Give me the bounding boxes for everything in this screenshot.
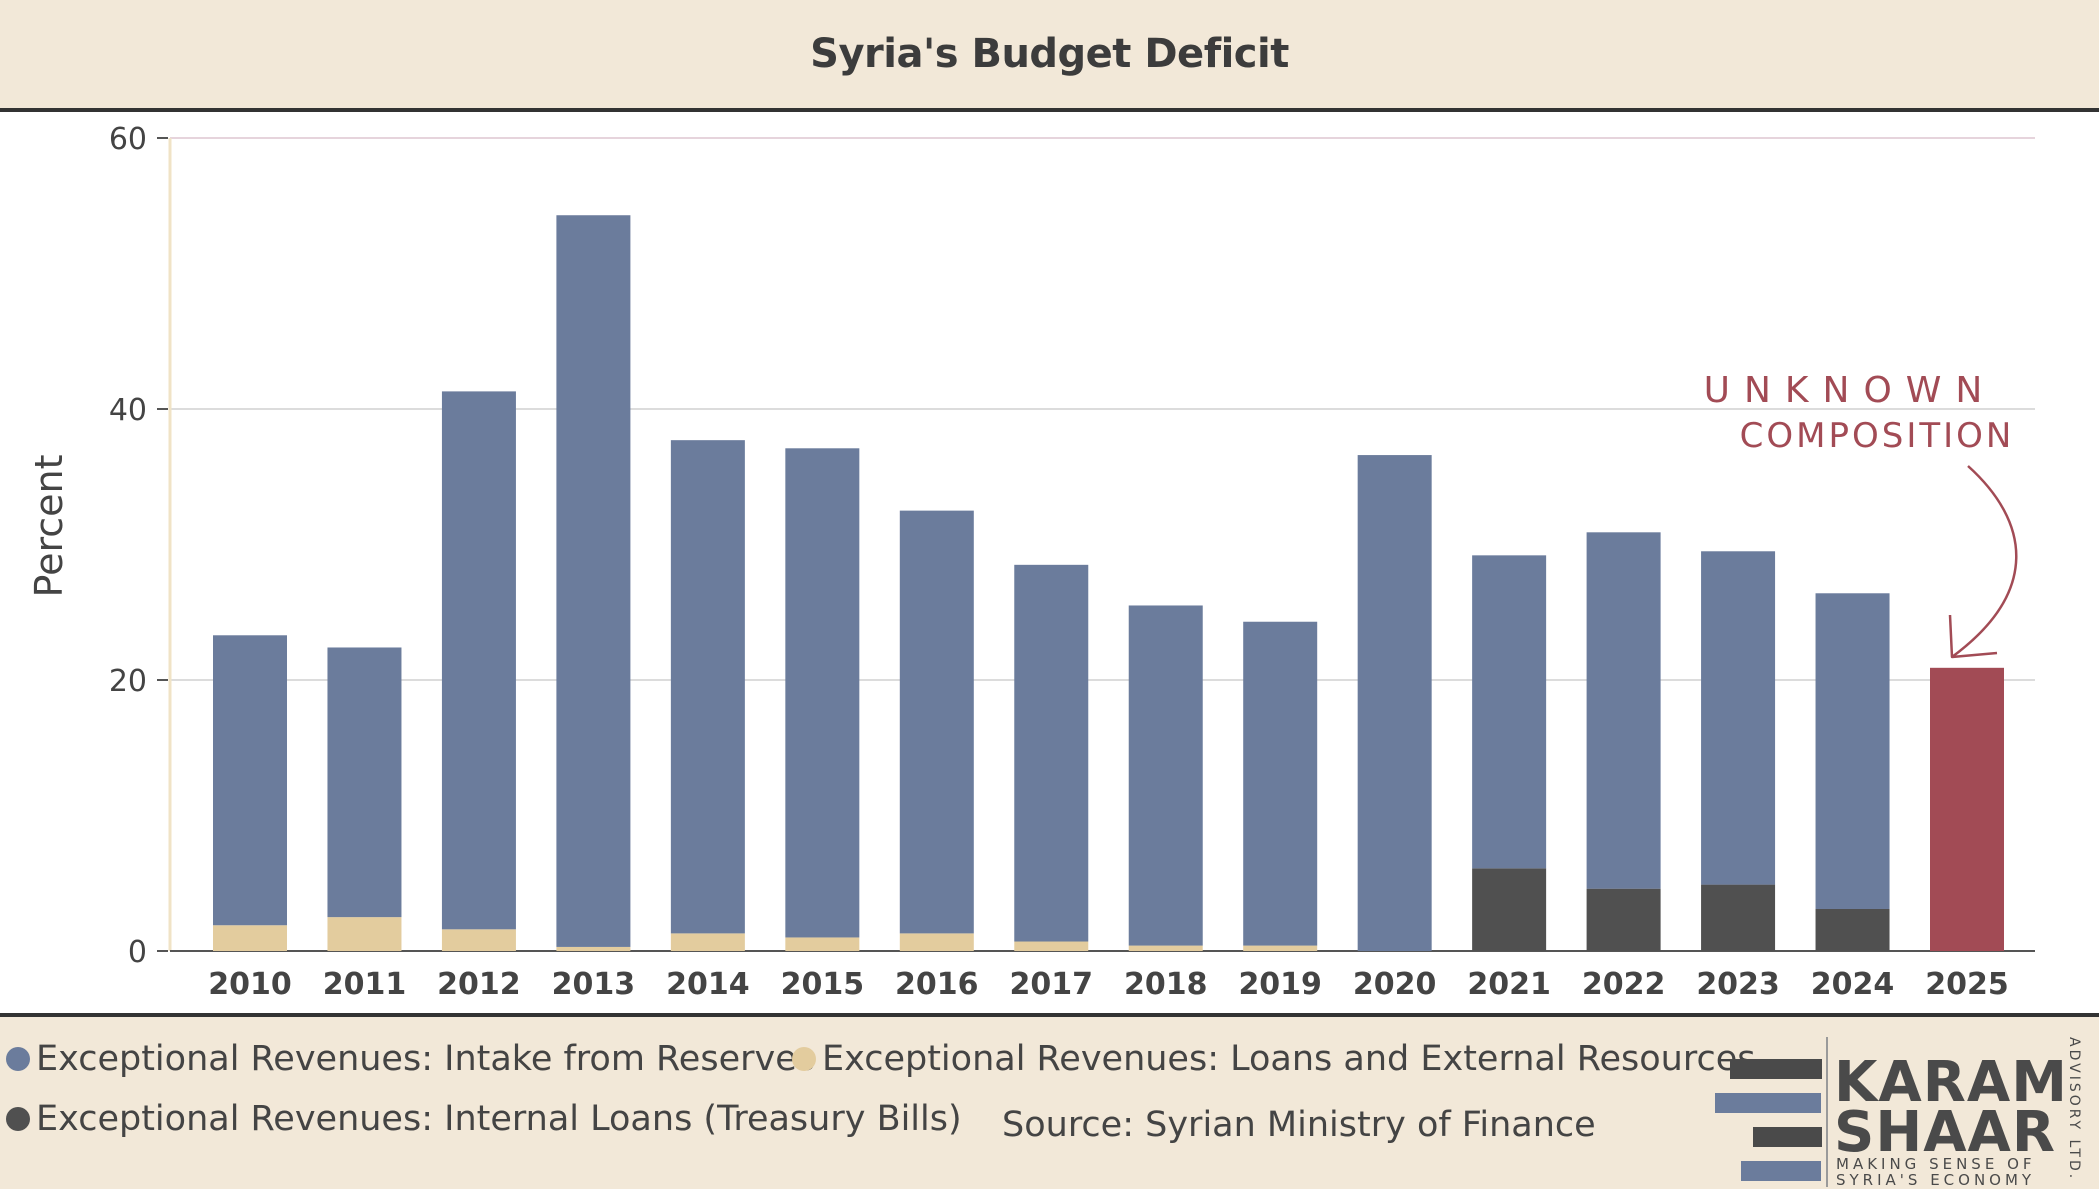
bar-2015-series-1 — [785, 937, 860, 951]
bar-2021-series-2 — [1472, 555, 1547, 869]
legend-swatch-internal-loans — [6, 1107, 30, 1131]
legend-item-internal-loans: Exceptional Revenues: Internal Loans (Tr… — [6, 1099, 962, 1139]
bar-2011-series-1 — [327, 917, 402, 951]
x-tick-label-2023: 2023 — [1696, 967, 1780, 1002]
bar-2025-series-3 — [1930, 667, 2004, 951]
y-tick-label-20: 20 — [109, 664, 147, 699]
bar-2017-series-2 — [1014, 564, 1089, 942]
bar-2010-series-1 — [213, 925, 287, 951]
logo-bar-2 — [1715, 1093, 1821, 1113]
logo-word-karam: KARAM — [1834, 1050, 2068, 1115]
chart-title: Syria's Budget Deficit — [810, 31, 1289, 77]
bar-2023-series-2 — [1701, 551, 1776, 885]
annotation-line-1: UNKNOWN — [1704, 370, 1997, 411]
y-tick-label-40: 40 — [109, 393, 147, 428]
bar-2019-series-1 — [1243, 945, 1318, 951]
x-tick-label-2019: 2019 — [1238, 967, 1322, 1002]
x-tick-label-2013: 2013 — [552, 967, 636, 1002]
karam-shaar-logo: KARAM SHAAR MAKING SENSE OF SYRIA'S ECON… — [1712, 1037, 2092, 1188]
plot-area: 0 20 40 60 Percent 2010 2011 2012 2013 2014 2015 20… — [0, 112, 2099, 1017]
bar-2010-series-2 — [213, 635, 287, 926]
x-tick-label-2021: 2021 — [1467, 967, 1551, 1002]
legend-item-external-loans: Exceptional Revenues: Loans and External… — [792, 1039, 1755, 1079]
legend-swatch-reserves — [6, 1047, 30, 1071]
chart-footer: Exceptional Revenues: Intake from Reserv… — [0, 1017, 2099, 1188]
bar-2013-series-1 — [556, 946, 631, 951]
bar-2024-series-2 — [1815, 593, 1890, 909]
bar-2018-series-1 — [1128, 945, 1203, 951]
bar-2019-series-2 — [1243, 621, 1318, 946]
x-tick-label-2016: 2016 — [895, 967, 979, 1002]
x-tick-label-2025: 2025 — [1925, 967, 2009, 1002]
source-note: Source: Syrian Ministry of Finance — [1002, 1105, 1596, 1145]
x-tick-label-2010: 2010 — [208, 967, 292, 1002]
bar-2022-series-0 — [1586, 888, 1661, 951]
bar-2015-series-2 — [785, 448, 860, 938]
logo-word-shaar: SHAAR — [1834, 1100, 2056, 1165]
bar-2012-series-1 — [441, 929, 516, 951]
legend-swatch-external-loans — [792, 1047, 816, 1071]
bar-2011-series-2 — [327, 647, 402, 918]
legend-label-internal-loans: Exceptional Revenues: Internal Loans (Tr… — [36, 1099, 962, 1139]
bar-2024-series-0 — [1815, 908, 1890, 951]
bar-2014-series-2 — [670, 440, 745, 934]
x-tick-label-2024: 2024 — [1811, 967, 1895, 1002]
annotation-line-2: COMPOSITION — [1740, 416, 2015, 456]
x-tick-label-2017: 2017 — [1010, 967, 1094, 1002]
bar-2020-series-2 — [1357, 455, 1432, 951]
logo-bar-4 — [1741, 1161, 1821, 1181]
x-tick-label-2012: 2012 — [437, 967, 521, 1002]
annotation-arrow-head — [1948, 614, 1998, 659]
bar-2013-series-2 — [556, 215, 631, 947]
bar-2016-series-1 — [899, 933, 974, 951]
bar-2014-series-1 — [670, 933, 745, 951]
legend-item-reserves: Exceptional Revenues: Intake from Reserv… — [6, 1039, 815, 1079]
bar-chart: 0 20 40 60 Percent 2010 2011 2012 2013 2014 2015 20… — [27, 122, 2035, 1002]
bar-2017-series-1 — [1014, 941, 1089, 951]
logo-divider — [1826, 1037, 1828, 1187]
x-tick-label-2014: 2014 — [666, 967, 750, 1002]
logo-bar-1 — [1730, 1059, 1822, 1079]
x-tick-label-2011: 2011 — [323, 967, 407, 1002]
chart-header: Syria's Budget Deficit — [0, 0, 2099, 112]
x-tick-label-2020: 2020 — [1353, 967, 1437, 1002]
logo-bar-3 — [1753, 1127, 1822, 1147]
x-tick-label-2018: 2018 — [1124, 967, 1208, 1002]
bar-2021-series-0 — [1472, 868, 1547, 951]
annotation-arrow-shaft — [1951, 465, 2018, 659]
x-tick-label-2022: 2022 — [1582, 967, 1666, 1002]
logo-tagline-1: MAKING SENSE OF — [1836, 1155, 2036, 1173]
bar-2018-series-2 — [1128, 605, 1203, 946]
bar-2012-series-2 — [441, 391, 516, 930]
y-tick-label-60: 60 — [109, 122, 147, 157]
legend-label-reserves: Exceptional Revenues: Intake from Reserv… — [36, 1039, 815, 1079]
x-tick-label-2015: 2015 — [781, 967, 865, 1002]
legend-label-external-loans: Exceptional Revenues: Loans and External… — [822, 1039, 1756, 1079]
y-tick-label-0: 0 — [128, 935, 147, 970]
bar-2023-series-0 — [1701, 884, 1776, 951]
y-axis-label: Percent — [27, 455, 71, 598]
bar-2022-series-2 — [1586, 532, 1661, 889]
logo-side-text: ADVISORY LTD. — [2066, 1037, 2082, 1182]
bar-2016-series-2 — [899, 510, 974, 934]
